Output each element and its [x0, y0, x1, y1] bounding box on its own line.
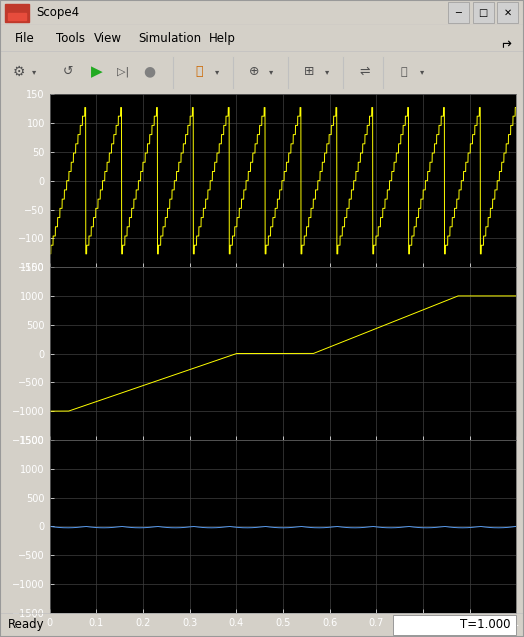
- Bar: [8, 13, 26, 20]
- Text: ▾: ▾: [269, 68, 274, 76]
- Text: Help: Help: [209, 32, 236, 45]
- Text: ✕: ✕: [504, 8, 512, 18]
- Text: ─: ─: [455, 8, 462, 18]
- Bar: [5, 4, 29, 22]
- Text: □: □: [478, 8, 488, 18]
- Text: ▷|: ▷|: [117, 66, 129, 77]
- Text: Simulation: Simulation: [139, 32, 202, 45]
- Text: ▾: ▾: [420, 68, 424, 76]
- Bar: [473, 2, 494, 23]
- Text: ⊕: ⊕: [249, 65, 259, 78]
- Bar: [448, 2, 469, 23]
- Text: ▶: ▶: [91, 64, 103, 79]
- Text: Scope4: Scope4: [37, 6, 80, 19]
- Bar: [497, 2, 518, 23]
- Text: ↵: ↵: [499, 34, 511, 48]
- Text: 🖊: 🖊: [400, 67, 407, 76]
- Text: ▾: ▾: [215, 68, 220, 76]
- Text: ▾: ▾: [325, 68, 330, 76]
- Text: ⇌: ⇌: [359, 65, 369, 78]
- Text: Tools: Tools: [56, 32, 85, 45]
- Text: T=1.000: T=1.000: [461, 619, 511, 631]
- Text: ●: ●: [143, 65, 156, 79]
- Text: Ready: Ready: [8, 619, 45, 631]
- Text: ⊞: ⊞: [304, 65, 314, 78]
- Text: File: File: [15, 32, 35, 45]
- Text: View: View: [93, 32, 122, 45]
- Text: ⤢: ⤢: [195, 65, 203, 78]
- Text: ↺: ↺: [63, 65, 73, 78]
- Text: ▾: ▾: [32, 68, 37, 76]
- Bar: [393, 615, 516, 635]
- Text: ⚙: ⚙: [13, 65, 25, 79]
